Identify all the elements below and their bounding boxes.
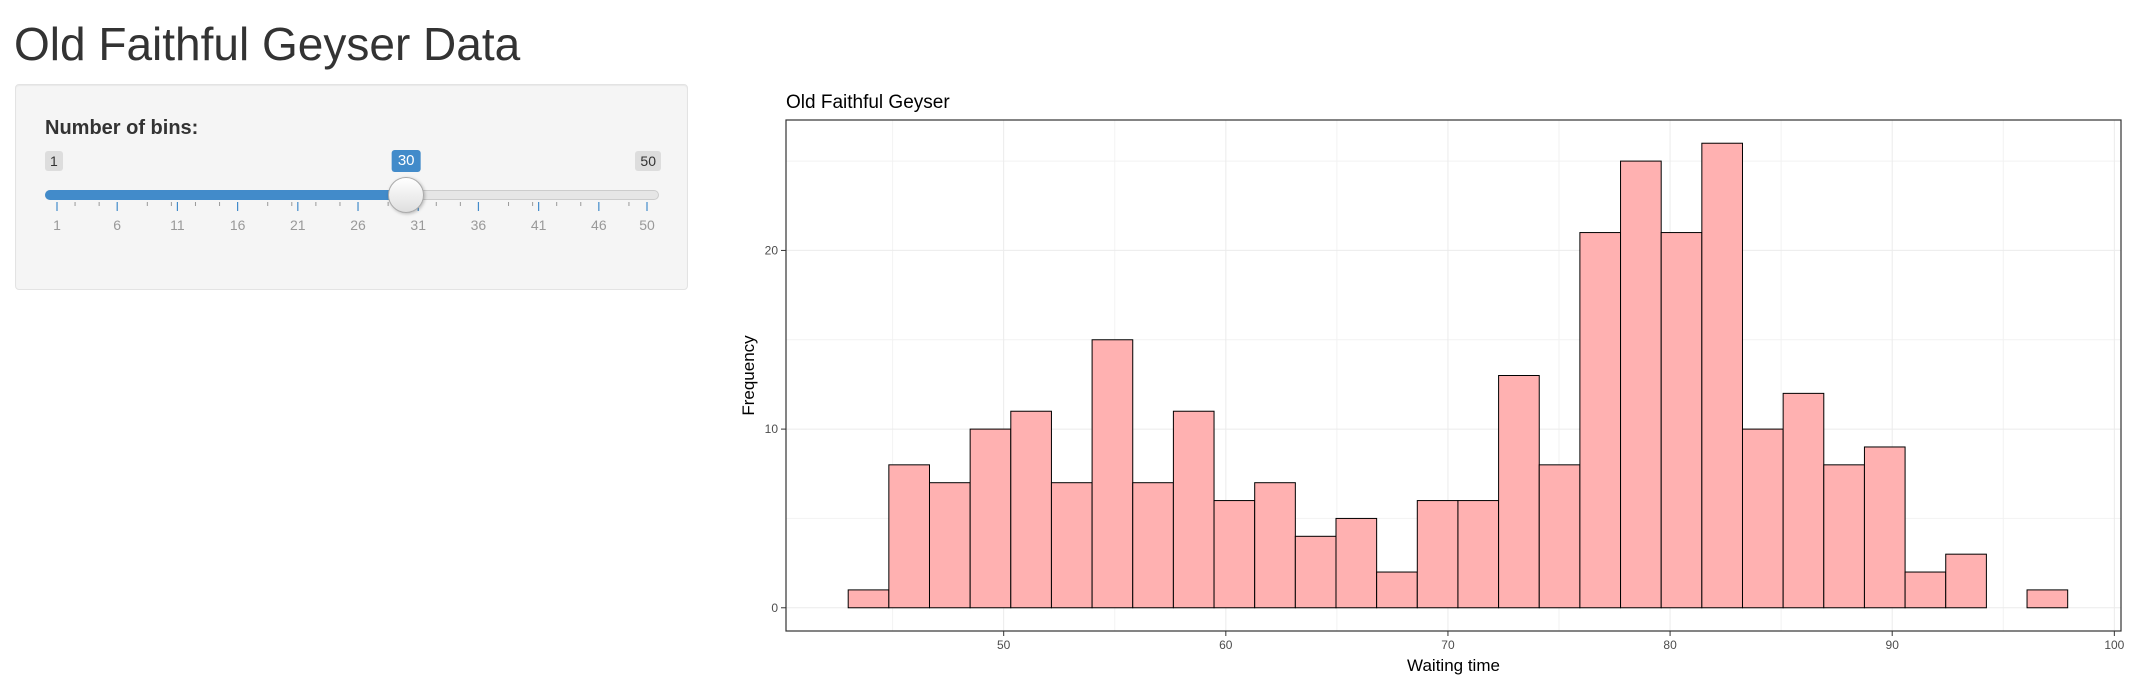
slider-min-label: 1 (45, 151, 63, 171)
bins-label: Number of bins: (45, 117, 199, 139)
histogram-bar (1213, 500, 1256, 609)
x-tick-label: 90 (1886, 638, 1900, 652)
x-tick-label: 70 (1441, 638, 1455, 652)
histogram-bar (1823, 464, 1865, 609)
slider-value-label: 30 (391, 150, 421, 172)
plot-border (785, 119, 2122, 632)
histogram-bar (888, 464, 930, 609)
x-tick-label: 100 (2104, 638, 2124, 652)
histogram-bar (2026, 589, 2069, 609)
histogram-bar (1091, 339, 1134, 609)
y-tick-label: 20 (765, 243, 779, 257)
histogram-bar (928, 482, 971, 609)
histogram-bar (1538, 464, 1581, 609)
histogram-bar (847, 589, 890, 609)
x-axis-title: Waiting time (1407, 656, 1500, 675)
histogram-bar (1741, 428, 1784, 609)
histogram-bar (1457, 500, 1500, 609)
sidebar-panel: Number of bins: 1 50 30 1 6 11 16 21 26 31 36 41… (15, 84, 688, 290)
bins-slider-bar (45, 190, 407, 200)
histogram-bar (1294, 535, 1337, 609)
histogram-bar (1620, 160, 1662, 609)
histogram-bar (1782, 392, 1825, 609)
histogram-bar (969, 428, 1012, 609)
histogram-bar (1579, 232, 1622, 609)
y-axis-title: Frequency (739, 335, 758, 416)
slider-max-label: 50 (635, 151, 661, 171)
chart-title: Old Faithful Geyser (786, 92, 950, 113)
histogram-bar (1416, 500, 1459, 609)
histogram-bar (1376, 571, 1418, 609)
bins-slider-handle[interactable] (388, 177, 425, 213)
y-tick-label: 0 (771, 601, 778, 615)
histogram-bar (1904, 571, 1947, 609)
x-tick-label: 80 (1663, 638, 1677, 652)
histogram-bar (1660, 232, 1703, 609)
histogram-bar (1050, 482, 1093, 609)
x-tick-label: 60 (1219, 638, 1233, 652)
histogram-bar (1701, 142, 1743, 609)
histogram-bar (1945, 553, 1987, 609)
histogram-bar (1863, 446, 1906, 609)
y-tick-label: 10 (765, 422, 779, 436)
x-tick-label: 50 (997, 638, 1011, 652)
page-title: Old Faithful Geyser Data (14, 18, 521, 70)
histogram-bar (1132, 482, 1174, 609)
histogram-bar (1335, 517, 1378, 609)
histogram-bar (1254, 482, 1296, 609)
histogram-bar (1498, 375, 1540, 609)
histogram-bar (1172, 410, 1215, 609)
histogram-bar (1010, 410, 1052, 609)
